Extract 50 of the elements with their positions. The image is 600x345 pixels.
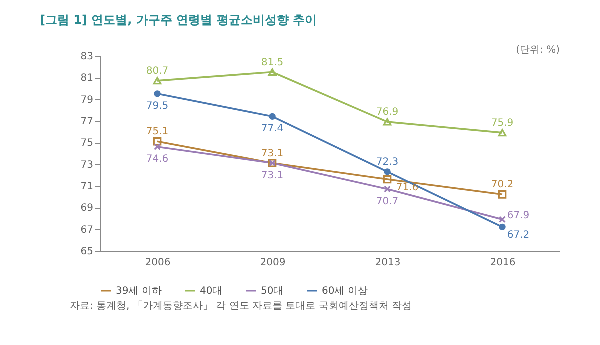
x-tick-label: 2009	[260, 258, 286, 268]
legend-label: 50대	[261, 286, 284, 297]
data-label: 81.5	[261, 57, 284, 68]
point	[499, 224, 506, 231]
data-label: 67.9	[507, 210, 530, 222]
y-tick-label: 73	[80, 160, 94, 171]
x-tick-label: 2006	[145, 258, 171, 268]
data-label: 73.1	[261, 170, 284, 182]
data-label: 77.4	[261, 124, 284, 135]
point	[384, 168, 391, 176]
y-tick-label: 65	[80, 246, 94, 258]
point	[153, 137, 162, 146]
point	[498, 129, 507, 137]
point	[384, 186, 391, 193]
point	[383, 118, 392, 126]
data-label: 74.6	[146, 154, 169, 165]
data-label: 70.2	[491, 180, 514, 191]
y-tick-label: 71	[80, 182, 94, 192]
data-label: 70.7	[376, 196, 399, 208]
data-label: 72.3	[376, 156, 399, 168]
point	[269, 113, 276, 120]
y-tick-label: 83	[80, 52, 94, 62]
y-tick-label: 81	[80, 73, 94, 84]
text: 자료: 통계청, 「가계동향조사」 각 연도 자료를 토대로 국회예산정책처 작성	[70, 300, 412, 312]
point	[153, 77, 162, 85]
y-tick-label: 79	[80, 94, 94, 106]
point	[154, 144, 161, 150]
y-tick-label: 75	[80, 138, 94, 150]
point	[154, 90, 161, 98]
data-label: 80.7	[146, 66, 169, 77]
data-label: 79.5	[146, 100, 169, 112]
legend-label: 40대	[200, 286, 223, 297]
legend-label: 39세 이하	[116, 286, 162, 297]
point	[383, 175, 392, 184]
chart-title: [그림 1] 연도별, 가구주 연령별 평균소비성향 추이	[40, 13, 317, 27]
legend-label: 60세 이상	[322, 286, 368, 297]
point	[499, 216, 506, 224]
x-tick-label: 2016	[490, 258, 516, 268]
data-label: 75.1	[146, 126, 169, 138]
data-label: 76.9	[376, 107, 399, 118]
data-label: 67.2	[507, 230, 530, 242]
point	[498, 190, 507, 199]
x-tick-label: 2013	[375, 258, 401, 268]
y-tick-label: 67	[80, 224, 94, 236]
data-label: 75.9	[491, 118, 514, 129]
point	[268, 68, 277, 76]
y-tick-label: 77	[80, 116, 94, 128]
text: (단위: %)	[516, 45, 560, 56]
y-tick-label: 69	[80, 203, 94, 214]
data-label: 73.1	[261, 148, 284, 160]
